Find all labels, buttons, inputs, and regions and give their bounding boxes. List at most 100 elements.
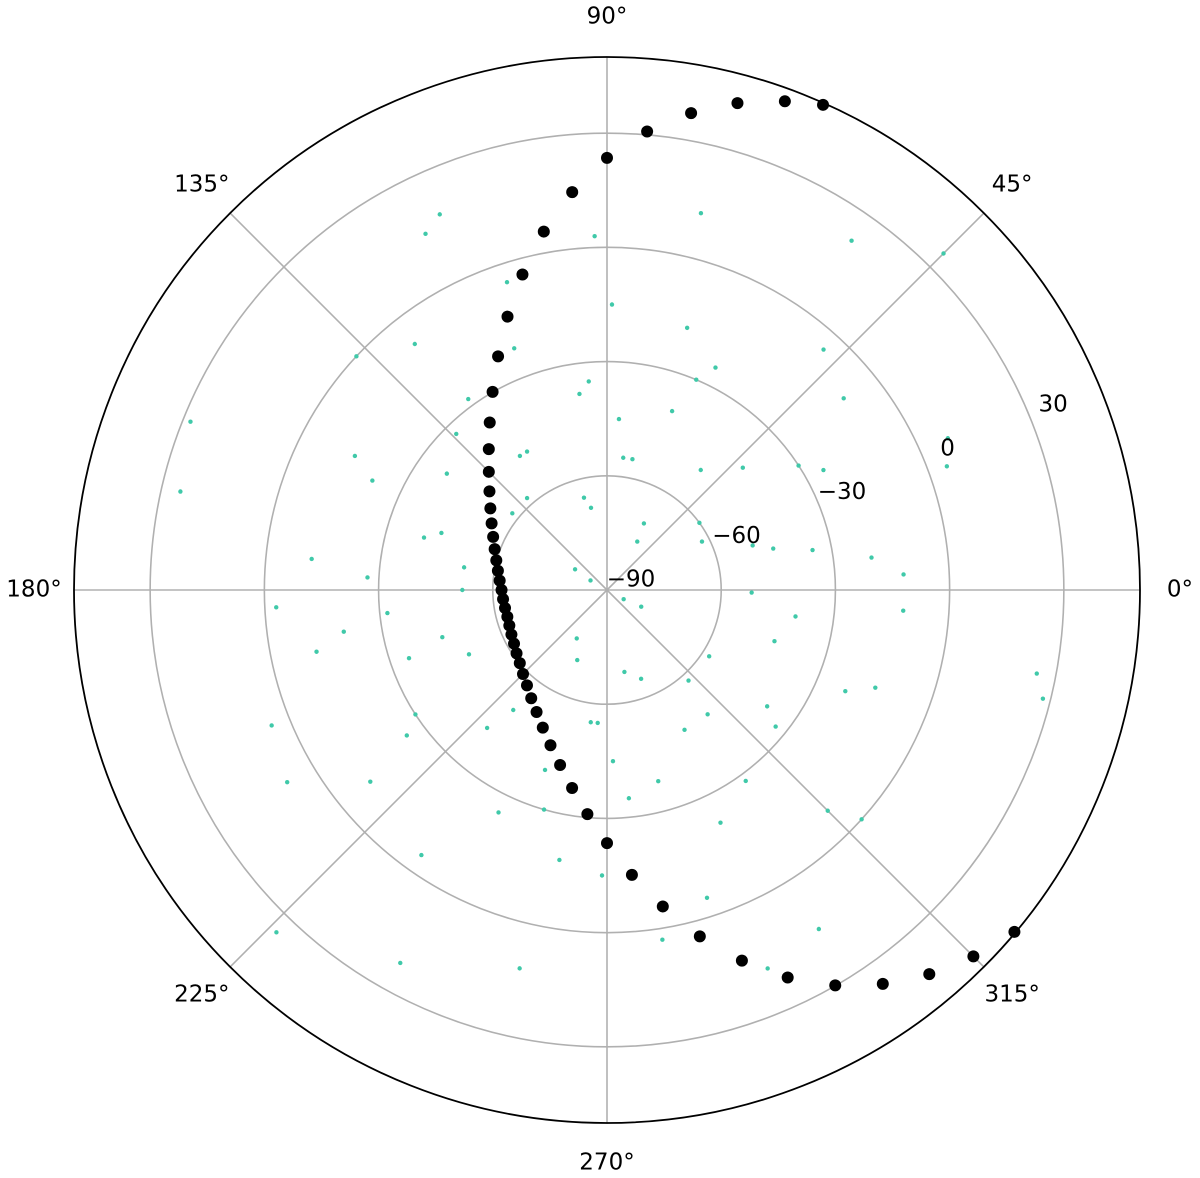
point — [274, 930, 279, 935]
point — [656, 779, 661, 784]
point — [684, 325, 690, 331]
point — [484, 502, 497, 515]
point — [796, 463, 801, 468]
point — [821, 347, 826, 352]
point — [440, 635, 445, 640]
point — [841, 396, 846, 401]
point — [554, 759, 567, 772]
point — [901, 572, 906, 577]
point — [398, 960, 403, 966]
point — [421, 535, 427, 540]
point — [483, 416, 496, 429]
point — [731, 97, 744, 110]
point — [496, 810, 501, 815]
point — [641, 125, 654, 138]
point — [517, 966, 522, 971]
point — [816, 926, 822, 932]
theta-tick-label: 315° — [984, 982, 1039, 1008]
point — [750, 543, 755, 548]
point — [269, 723, 274, 728]
point — [588, 720, 593, 725]
point — [621, 597, 626, 602]
point — [513, 657, 526, 670]
point — [599, 873, 605, 878]
point — [466, 652, 472, 657]
point — [735, 954, 748, 967]
point — [588, 505, 594, 510]
point — [406, 655, 412, 661]
point — [512, 346, 517, 351]
point — [793, 614, 798, 619]
point — [771, 546, 776, 551]
point — [365, 575, 370, 580]
point — [544, 739, 557, 752]
point — [484, 725, 490, 731]
point — [686, 678, 691, 683]
theta-tick-label: 0° — [1167, 577, 1193, 603]
point — [503, 619, 516, 632]
point — [511, 707, 516, 713]
point — [510, 647, 523, 660]
point — [510, 511, 515, 516]
point — [486, 385, 499, 398]
point — [697, 520, 702, 526]
point — [773, 724, 778, 729]
point — [314, 649, 319, 654]
point — [404, 733, 409, 738]
point — [516, 268, 529, 281]
point — [508, 637, 521, 650]
point — [309, 556, 314, 562]
point — [495, 584, 508, 596]
point — [423, 231, 428, 237]
point — [1040, 696, 1046, 701]
point — [945, 436, 951, 441]
grid-spoke — [606, 212, 985, 591]
point — [419, 852, 424, 858]
point — [524, 495, 530, 501]
point — [705, 712, 710, 717]
point — [595, 720, 600, 726]
point — [524, 449, 530, 454]
point — [698, 467, 703, 473]
point — [385, 610, 390, 616]
r-tick-label: 0 — [940, 435, 955, 461]
point — [525, 692, 538, 705]
point — [639, 604, 644, 609]
theta-tick-label: 135° — [174, 171, 229, 197]
r-tick-label: −30 — [818, 479, 867, 505]
point — [370, 478, 375, 483]
point — [772, 639, 777, 644]
point — [354, 354, 359, 359]
grid-spoke — [229, 212, 608, 591]
point — [542, 767, 548, 773]
point — [821, 467, 826, 473]
point — [581, 808, 594, 821]
point — [698, 211, 704, 216]
point — [505, 628, 518, 641]
point — [944, 464, 950, 469]
point — [609, 302, 615, 307]
point — [1034, 671, 1039, 676]
point — [626, 796, 632, 801]
point — [718, 820, 723, 825]
point — [520, 679, 533, 692]
point — [437, 212, 442, 217]
point — [517, 667, 530, 680]
point — [621, 455, 626, 460]
point — [517, 453, 523, 459]
point — [810, 547, 815, 553]
point — [829, 979, 842, 992]
point — [641, 521, 647, 526]
point — [685, 107, 698, 120]
point — [537, 225, 550, 238]
point — [588, 578, 593, 583]
point — [461, 565, 467, 570]
point — [873, 685, 878, 690]
point — [577, 391, 582, 397]
point — [630, 456, 635, 462]
point — [699, 539, 705, 544]
point — [412, 341, 417, 347]
point — [483, 485, 496, 498]
point — [466, 396, 471, 402]
